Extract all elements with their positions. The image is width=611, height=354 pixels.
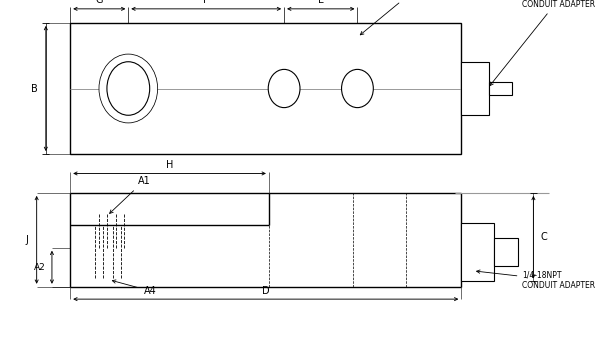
Text: D: D <box>262 286 269 296</box>
Text: J: J <box>26 235 29 245</box>
Ellipse shape <box>107 62 150 115</box>
Text: 1/4-18NPT
CONDUIT ADAPTER: 1/4-18NPT CONDUIT ADAPTER <box>477 270 596 290</box>
Bar <box>461 223 494 281</box>
Text: A1: A1 <box>109 176 150 213</box>
Bar <box>489 82 512 95</box>
Bar <box>494 238 518 266</box>
Text: A3 (2 PLCS): A3 (2 PLCS) <box>360 0 439 35</box>
Ellipse shape <box>268 69 300 108</box>
Ellipse shape <box>99 54 158 123</box>
Text: 1/4-18NPT
CONDUIT ADAPTER: 1/4-18NPT CONDUIT ADAPTER <box>490 0 596 86</box>
Text: C: C <box>541 232 547 242</box>
Bar <box>461 62 489 115</box>
Text: G: G <box>95 0 103 5</box>
Text: B: B <box>31 84 38 93</box>
Text: A2: A2 <box>34 263 46 272</box>
Text: H: H <box>166 160 174 170</box>
Text: F: F <box>203 0 209 5</box>
FancyBboxPatch shape <box>70 23 461 154</box>
Text: E: E <box>318 0 324 5</box>
Text: A4: A4 <box>112 280 156 296</box>
Ellipse shape <box>342 69 373 108</box>
